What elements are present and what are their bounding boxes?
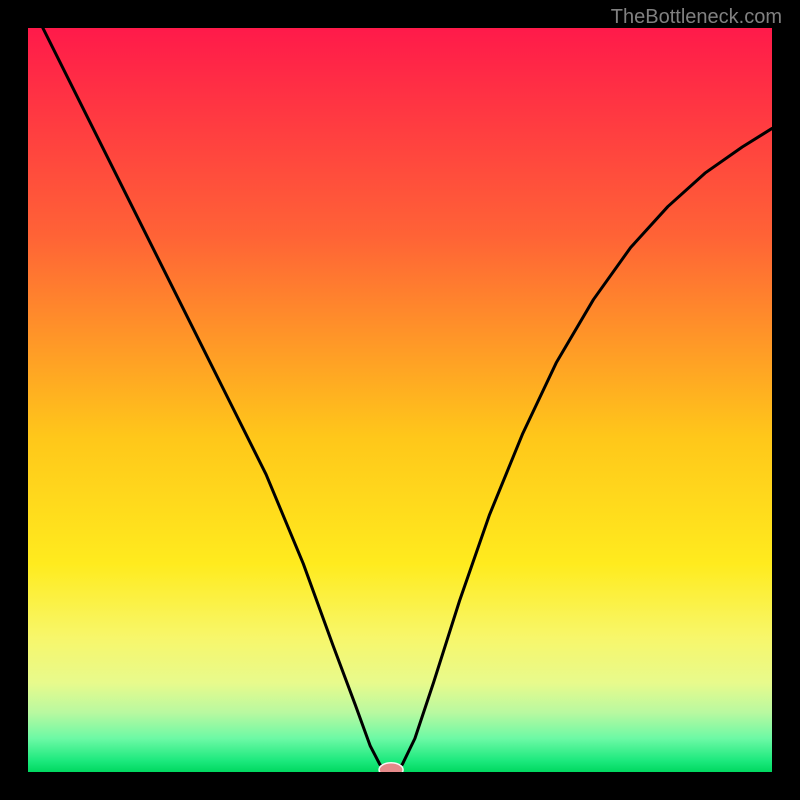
watermark-text: TheBottleneck.com xyxy=(611,6,782,29)
chart-background xyxy=(28,28,772,772)
chart-svg xyxy=(28,28,772,772)
chart-marker xyxy=(379,763,403,772)
chart-plot-area xyxy=(28,28,772,772)
